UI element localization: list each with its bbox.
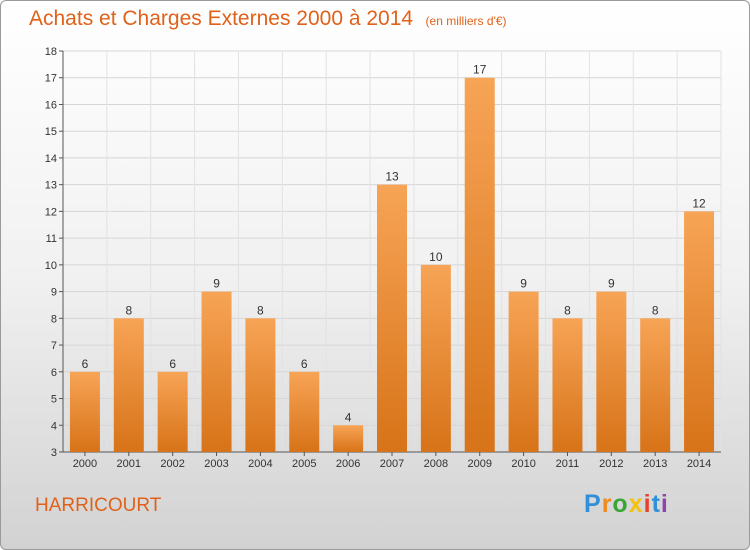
- x-tick-label-2007: 2007: [380, 458, 404, 470]
- y-tick-label: 13: [45, 180, 57, 192]
- bar-2014: [684, 211, 715, 452]
- y-tick-label: 12: [45, 206, 57, 218]
- data-label-2003: 9: [213, 277, 220, 291]
- y-tick-label: 4: [51, 420, 57, 432]
- y-tick-label: 9: [51, 287, 57, 299]
- chart-unit: (en milliers d'€): [425, 14, 507, 28]
- data-label-2000: 6: [82, 357, 89, 371]
- brand-letter: o: [612, 490, 629, 518]
- data-label-2009: 17: [473, 63, 487, 77]
- x-tick-label-2009: 2009: [467, 458, 491, 470]
- bar-2009: [464, 77, 495, 452]
- x-tick-label-2002: 2002: [160, 458, 184, 470]
- brand-letter: i: [643, 490, 652, 518]
- brand-letter: P: [584, 490, 602, 518]
- bar-2008: [420, 264, 451, 452]
- y-tick-label: 10: [45, 260, 57, 272]
- y-tick-label: 3: [51, 447, 57, 459]
- bar-2003: [201, 291, 232, 452]
- data-label-2013: 8: [652, 303, 659, 317]
- data-label-2002: 6: [169, 357, 176, 371]
- data-label-2012: 9: [608, 277, 615, 291]
- bar-2012: [596, 291, 627, 452]
- data-label-2004: 8: [257, 303, 264, 317]
- y-tick-label: 15: [45, 126, 57, 138]
- bar-2002: [157, 371, 188, 452]
- x-tick-label-2005: 2005: [292, 458, 316, 470]
- brand-letter: r: [601, 490, 613, 518]
- y-tick-label: 5: [51, 394, 57, 406]
- bar-2000: [69, 371, 100, 452]
- data-label-2014: 12: [692, 196, 706, 210]
- title-row: Achats et Charges Externes 2000 à 2014 (…: [29, 7, 507, 31]
- data-label-2011: 8: [564, 303, 571, 317]
- data-label-2006: 4: [345, 410, 352, 424]
- bar-2004: [245, 318, 276, 452]
- x-tick-label-2003: 2003: [204, 458, 228, 470]
- data-label-2005: 6: [301, 357, 308, 371]
- bar-2007: [377, 184, 407, 452]
- proxiti-logo: Proxiti: [584, 490, 669, 519]
- bar-2006: [333, 425, 364, 452]
- y-tick-label: 18: [45, 46, 57, 58]
- data-label-2010: 9: [520, 277, 527, 291]
- y-tick-label: 17: [45, 73, 57, 85]
- x-tick-label-2010: 2010: [511, 458, 535, 470]
- bars: [69, 77, 715, 452]
- data-label-2007: 13: [385, 170, 399, 184]
- brand-letter: i: [660, 490, 669, 518]
- brand-letter: x: [628, 490, 644, 518]
- x-tick-label-2004: 2004: [248, 458, 272, 470]
- data-label-2008: 10: [429, 250, 443, 264]
- labels: 3 4 5 6 7 8 9 10 11 12 13 14 15 16 17 18 6 2000 8 2001 6 2002…: [45, 46, 712, 470]
- data-label-2001: 8: [125, 303, 132, 317]
- x-tick-label-2006: 2006: [336, 458, 360, 470]
- y-tick-label: 11: [46, 233, 57, 245]
- y-tick-label: 7: [51, 340, 57, 352]
- x-tick-label-2014: 2014: [687, 458, 711, 470]
- x-tick-label-2012: 2012: [599, 458, 623, 470]
- x-tick-label-2001: 2001: [117, 458, 141, 470]
- chart-title: Achats et Charges Externes 2000 à 2014: [29, 7, 414, 30]
- bar-2005: [289, 371, 320, 452]
- bar-2010: [508, 291, 539, 452]
- y-tick-label: 16: [45, 99, 57, 111]
- x-tick-label-2008: 2008: [424, 458, 448, 470]
- x-tick-label-2000: 2000: [73, 458, 97, 470]
- x-tick-label-2013: 2013: [643, 458, 667, 470]
- y-tick-label: 6: [51, 367, 57, 379]
- commune-name: HARRICOURT: [35, 495, 162, 516]
- y-tick-label: 8: [51, 313, 57, 325]
- bar-2001: [113, 318, 144, 452]
- bar-2011: [552, 318, 583, 452]
- brand-letter: t: [651, 490, 661, 518]
- y-tick-label: 14: [45, 153, 57, 165]
- bar-2013: [640, 318, 671, 452]
- x-tick-label-2011: 2011: [556, 458, 580, 470]
